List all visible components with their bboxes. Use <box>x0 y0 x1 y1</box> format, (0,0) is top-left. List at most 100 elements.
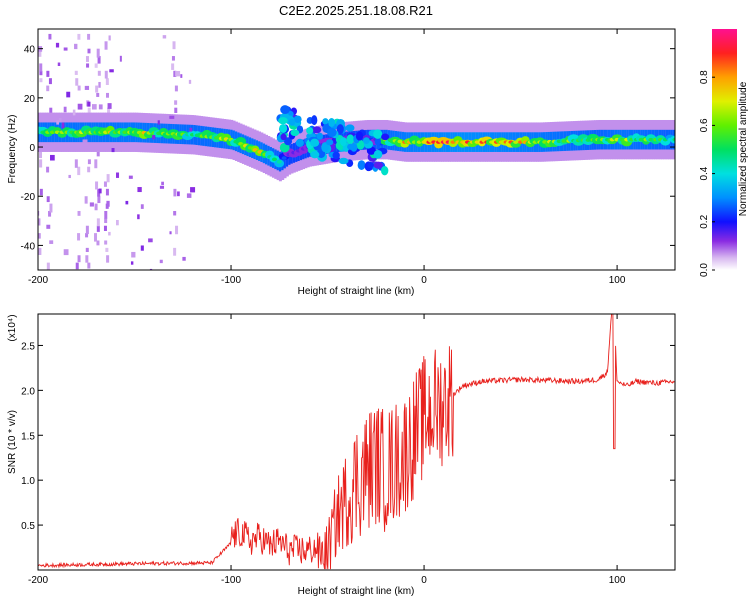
scatter-blob <box>321 142 329 153</box>
snr-x-label: Height of straight line (km) <box>298 586 415 597</box>
streak-cell <box>87 166 91 173</box>
noise-dot <box>68 174 71 179</box>
streak-cell <box>97 70 101 76</box>
noise-dot <box>107 103 112 109</box>
streak-cell <box>87 33 91 40</box>
snr-series-line <box>38 314 675 570</box>
streak-cell <box>46 196 50 203</box>
noise-dot <box>108 231 111 236</box>
scatter-blob <box>316 132 324 140</box>
scatter-blob <box>340 137 347 147</box>
y-tick-label: -40 <box>21 241 36 252</box>
ridge-peak <box>271 157 277 162</box>
streak-cell <box>94 63 98 68</box>
x-tick-label: 100 <box>609 275 626 286</box>
streak-cell <box>38 210 40 216</box>
scatter-blob <box>310 151 320 159</box>
ridge-peak <box>276 159 282 164</box>
scatter-blob <box>373 149 383 159</box>
x-tick-label: -100 <box>221 275 241 286</box>
streak-cell <box>39 159 43 168</box>
noise-dot <box>182 256 186 261</box>
y-tick-label: 40 <box>24 45 36 56</box>
streak-cell <box>46 70 50 77</box>
scatter-blob <box>288 118 296 126</box>
noise-dot <box>128 175 133 179</box>
streak-cell <box>49 203 53 213</box>
scatter-blob <box>280 133 287 141</box>
streak-cell <box>86 63 90 68</box>
scatter-blob <box>295 138 304 147</box>
streak-cell <box>95 85 99 93</box>
noise-dot <box>152 135 156 140</box>
noise-dot <box>162 35 167 39</box>
y-tick-label: 2.0 <box>21 386 35 397</box>
streak-cell <box>77 33 81 40</box>
scatter-blob <box>278 117 288 125</box>
streak-cell <box>104 218 108 224</box>
streak-cell <box>105 247 109 252</box>
streak-cell <box>104 70 108 79</box>
scatter-blob <box>290 129 300 137</box>
streak-cell <box>75 78 79 86</box>
streak-cell <box>87 159 91 165</box>
noise-dot <box>140 204 144 209</box>
streak-cell <box>173 270 176 278</box>
colorbar-tick-label: 0.4 <box>699 166 710 180</box>
streak-cell <box>95 181 99 190</box>
streak-cell <box>174 85 178 92</box>
streak-cell <box>46 166 50 173</box>
streak-cell <box>74 159 78 168</box>
streak-cell <box>104 41 108 50</box>
noise-dot <box>131 251 136 258</box>
scatter-blob <box>311 115 318 126</box>
noise-dot <box>55 42 60 48</box>
scatter-blob <box>279 123 288 134</box>
streak-cell <box>38 233 41 239</box>
x-tick-label: 0 <box>421 575 427 586</box>
noise-dot <box>109 69 114 73</box>
scatter-blob <box>336 124 344 135</box>
scatter-blob <box>293 115 302 124</box>
snr-y-ticks: 0.5 1.0 1.5 2.0 2.5 <box>21 341 675 532</box>
streak-cell <box>39 78 43 83</box>
streak-cell <box>171 56 175 61</box>
streak-cell <box>96 151 100 157</box>
ridge-peak <box>672 137 675 142</box>
streak-cell <box>77 255 81 263</box>
scatter-blob <box>374 137 381 146</box>
streak-cell <box>104 240 108 245</box>
streak-cell <box>84 196 88 204</box>
streak-cell <box>97 188 101 197</box>
streak-cell <box>96 240 100 246</box>
x-tick-label: -200 <box>28 275 48 286</box>
spectrogram-y-label: Frequency (Hz) <box>7 115 18 184</box>
noise-dot <box>63 47 68 51</box>
y-tick-label: 0.5 <box>21 521 35 532</box>
noise-dot <box>159 185 165 189</box>
noise-dot <box>119 55 122 62</box>
streak-cell <box>85 247 89 253</box>
streak-cell <box>46 85 50 92</box>
streak-cell <box>87 270 90 275</box>
noise-dot <box>91 104 97 110</box>
y-tick-label: 2.5 <box>21 341 35 352</box>
scatter-blob <box>367 161 374 169</box>
streak-cell <box>39 70 43 76</box>
scatter-blob <box>279 142 290 153</box>
streak-cell <box>175 225 179 235</box>
noise-dot <box>66 91 71 98</box>
streak-cell <box>97 196 101 204</box>
scatter-blob <box>325 139 334 146</box>
streak-cell <box>87 262 91 269</box>
streak-cell <box>94 233 98 242</box>
spectrogram-x-label: Height of straight line (km) <box>298 286 415 297</box>
streak-cell <box>46 262 50 270</box>
streak-cell <box>85 255 89 263</box>
streak-cell <box>48 33 52 40</box>
snr-y-label: SNR (10 * v/v) <box>7 410 18 474</box>
scatter-blob <box>280 105 290 114</box>
streak-cell <box>77 210 81 216</box>
scatter-blob <box>306 127 314 135</box>
